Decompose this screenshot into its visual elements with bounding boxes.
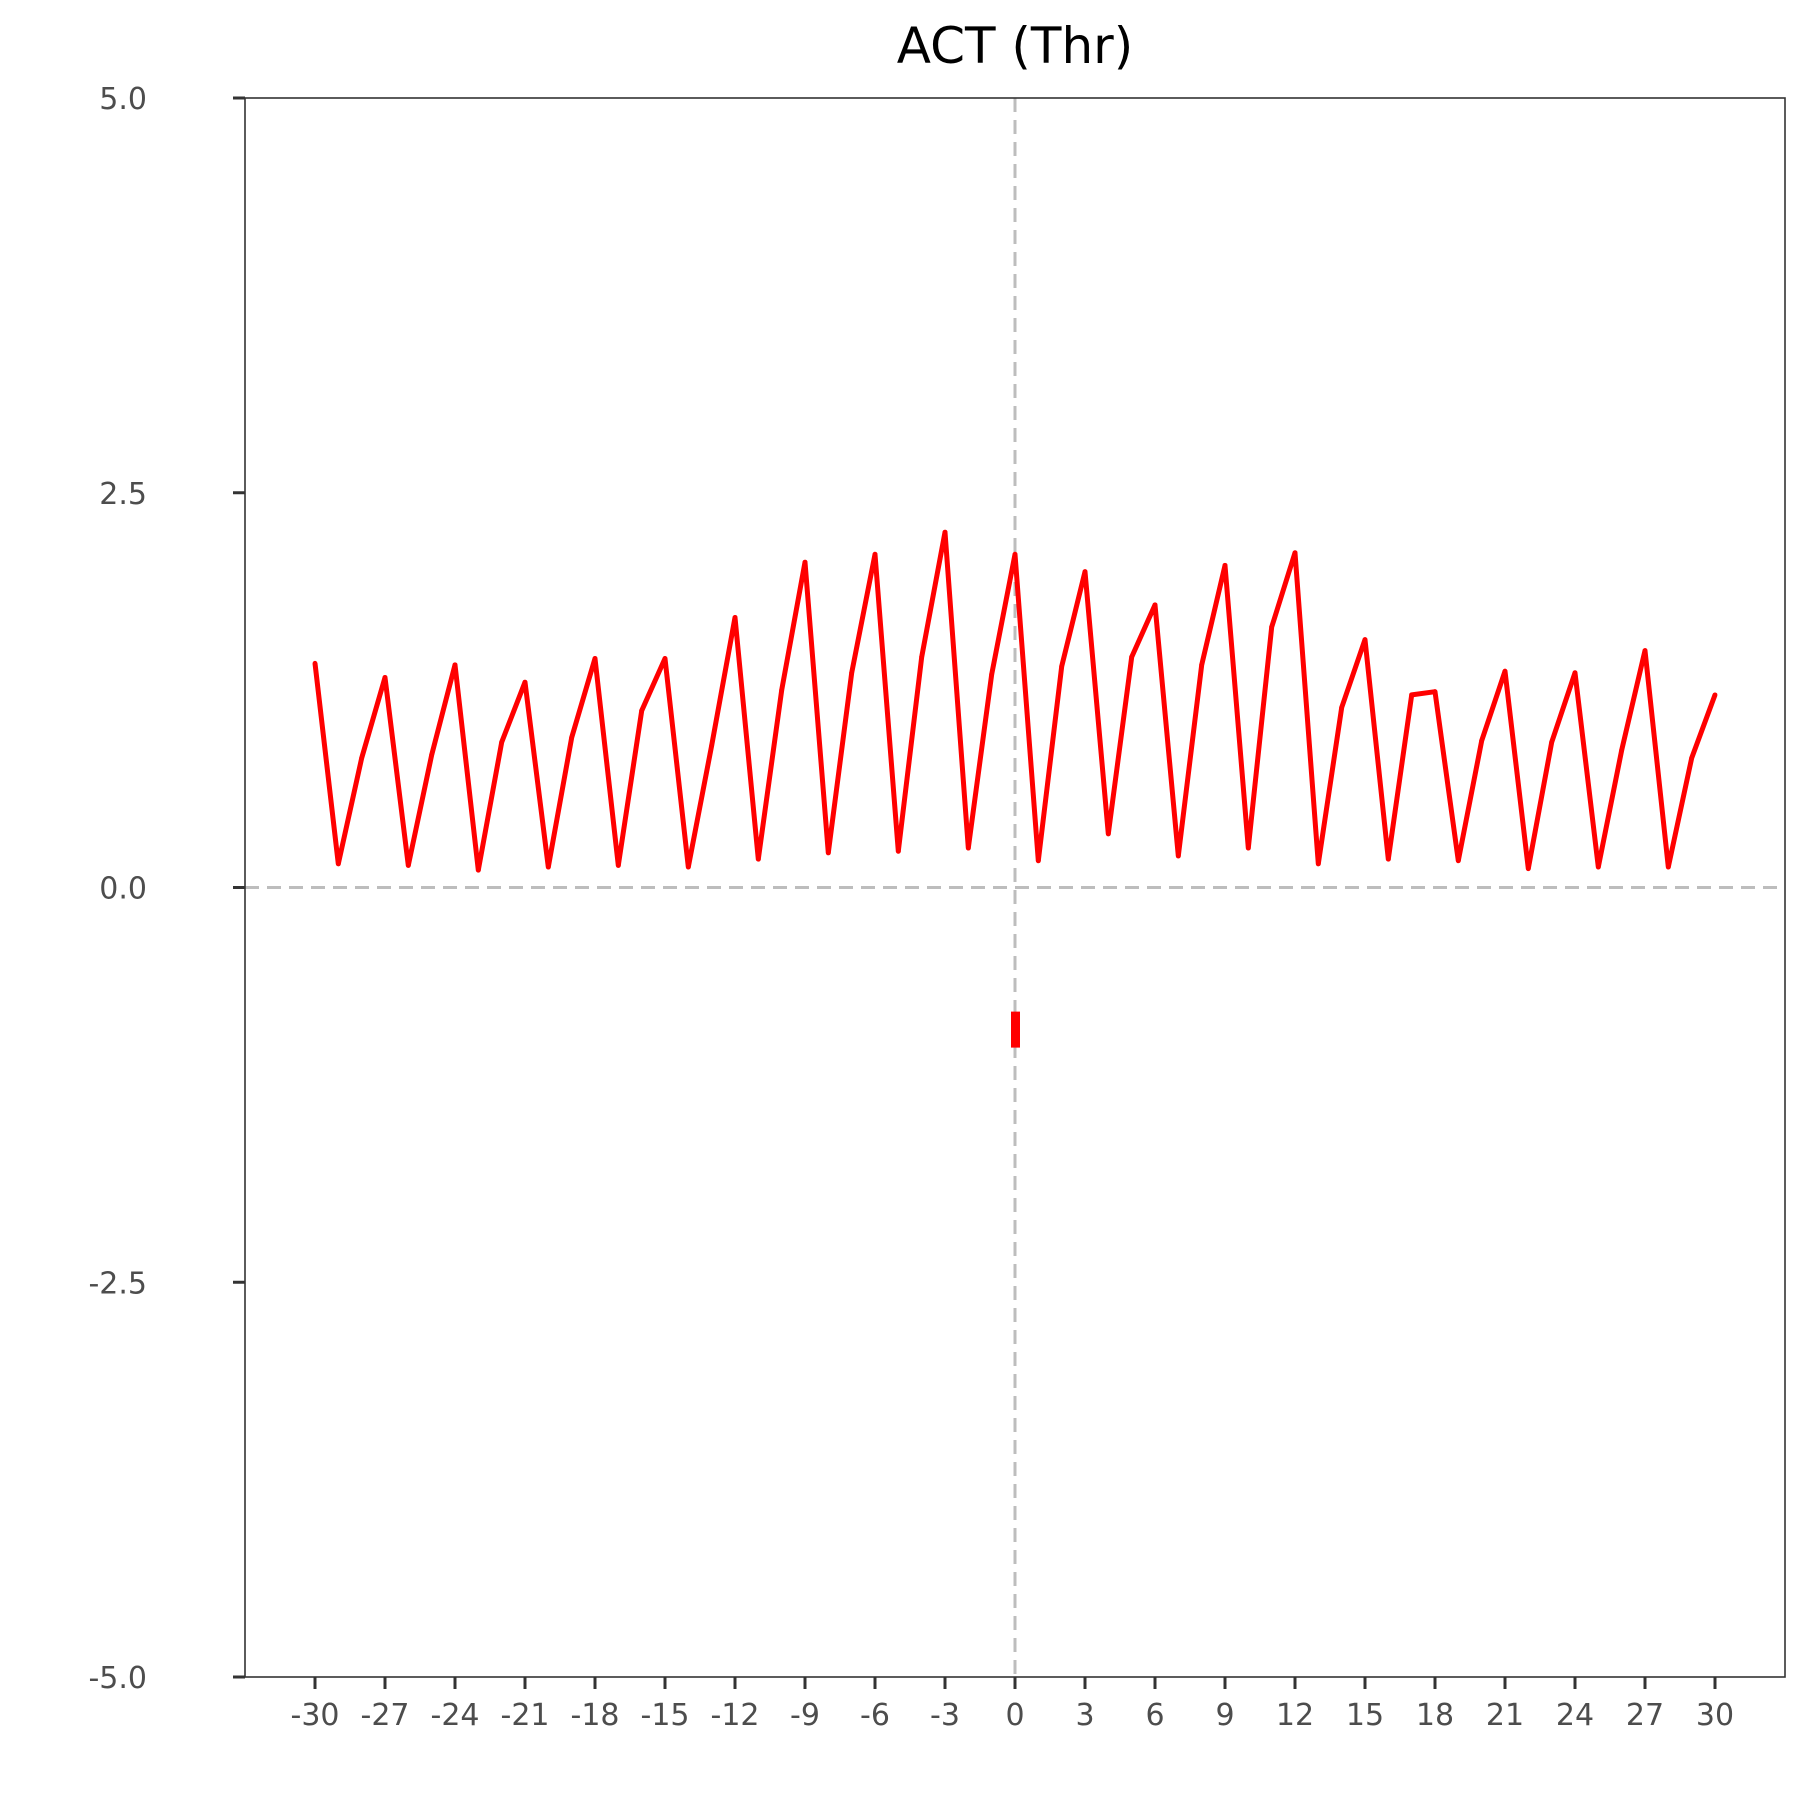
data-point xyxy=(1432,689,1438,695)
data-point xyxy=(872,551,878,557)
data-point xyxy=(1455,858,1461,864)
data-point xyxy=(1245,845,1251,851)
data-point xyxy=(989,671,995,677)
data-point xyxy=(1222,562,1228,568)
x-tick-label: -6 xyxy=(860,1698,890,1733)
x-tick-label: -27 xyxy=(361,1698,410,1733)
y-tick-label: 2.5 xyxy=(99,477,147,512)
data-point xyxy=(1502,668,1508,674)
data-point xyxy=(732,615,738,620)
data-point xyxy=(452,662,458,668)
data-point xyxy=(592,656,598,661)
data-point xyxy=(1129,654,1135,660)
y-tick-label: 0.0 xyxy=(99,872,147,907)
x-tick-label: -24 xyxy=(431,1698,480,1733)
data-point xyxy=(1549,739,1555,745)
data-point xyxy=(1689,755,1695,761)
data-point xyxy=(335,861,341,867)
data-point xyxy=(1059,664,1065,669)
data-point xyxy=(545,864,551,870)
data-point xyxy=(919,654,925,660)
x-tick-label: 3 xyxy=(1075,1698,1094,1733)
data-point xyxy=(709,742,715,748)
x-axis: -30 -27 -24 -21 -18 -15 -12 -9 -6 -3 0 3 6 9 12 15 18 21 2… xyxy=(291,1677,1734,1733)
data-point xyxy=(1479,738,1485,744)
data-point xyxy=(522,679,528,685)
x-tick-label: 6 xyxy=(1145,1698,1164,1733)
data-point xyxy=(1339,705,1345,710)
x-tick-label: 21 xyxy=(1486,1698,1524,1733)
data-point xyxy=(942,529,948,535)
data-point xyxy=(895,848,901,854)
data-point xyxy=(662,656,668,661)
marker-layer xyxy=(1011,1011,1020,1048)
data-point xyxy=(1362,637,1368,642)
x-tick-label: -18 xyxy=(571,1698,620,1733)
data-point xyxy=(849,670,855,676)
x-tick-label: 9 xyxy=(1215,1698,1234,1733)
data-point xyxy=(1619,747,1625,753)
data-point xyxy=(1712,692,1718,698)
x-tick-label: 15 xyxy=(1346,1698,1384,1733)
data-point xyxy=(1642,648,1648,654)
data-point xyxy=(1035,858,1041,864)
data-point xyxy=(1572,670,1578,676)
y-axis: 5.0 2.5 0.0 -2.5 -5.0 xyxy=(88,82,245,1696)
data-point xyxy=(429,752,435,758)
x-tick-label: 12 xyxy=(1276,1698,1314,1733)
data-point xyxy=(1199,662,1205,668)
x-tick-label: -12 xyxy=(711,1698,760,1733)
data-point xyxy=(965,845,971,851)
x-tick-label: 24 xyxy=(1556,1698,1594,1733)
series-layer xyxy=(312,529,1718,873)
data-point xyxy=(1385,856,1391,862)
data-point xyxy=(312,660,318,666)
data-point xyxy=(499,739,505,745)
data-point xyxy=(1292,550,1298,556)
data-point xyxy=(1012,551,1018,557)
x-tick-label: 18 xyxy=(1416,1698,1454,1733)
data-point xyxy=(1082,569,1088,575)
reference-lines xyxy=(245,98,1785,1677)
data-point xyxy=(1665,864,1671,870)
x-tick-label: 27 xyxy=(1626,1698,1664,1733)
data-point xyxy=(359,755,365,761)
data-point xyxy=(1595,864,1601,870)
x-tick-label: -3 xyxy=(930,1698,960,1733)
data-point xyxy=(1152,602,1158,608)
data-point xyxy=(615,862,621,868)
data-point xyxy=(1525,866,1531,871)
data-point xyxy=(569,735,575,740)
data-point xyxy=(639,708,645,714)
data-point xyxy=(685,864,691,870)
x-tick-label: -21 xyxy=(501,1698,550,1733)
data-point xyxy=(802,559,808,565)
x-tick-label: -9 xyxy=(790,1698,820,1733)
x-tick-label: -15 xyxy=(641,1698,690,1733)
y-tick-label: 5.0 xyxy=(99,82,147,117)
y-tick-label: -2.5 xyxy=(88,1266,147,1301)
marker-bar xyxy=(1011,1011,1020,1048)
data-point xyxy=(755,856,761,862)
data-point xyxy=(825,850,831,856)
data-point xyxy=(475,867,481,873)
x-tick-label: -30 xyxy=(291,1698,340,1733)
data-point xyxy=(1175,853,1181,859)
y-tick-label: -5.0 xyxy=(88,1661,147,1696)
data-point xyxy=(382,675,388,680)
data-point xyxy=(1315,861,1321,867)
chart-title: ACT (Thr) xyxy=(897,17,1133,75)
data-point xyxy=(405,862,411,868)
data-point xyxy=(1269,624,1275,630)
x-tick-label: 0 xyxy=(1005,1698,1024,1733)
x-tick-label: 30 xyxy=(1696,1698,1734,1733)
data-point xyxy=(1409,692,1415,698)
data-point xyxy=(779,687,785,693)
data-point xyxy=(1105,831,1111,837)
